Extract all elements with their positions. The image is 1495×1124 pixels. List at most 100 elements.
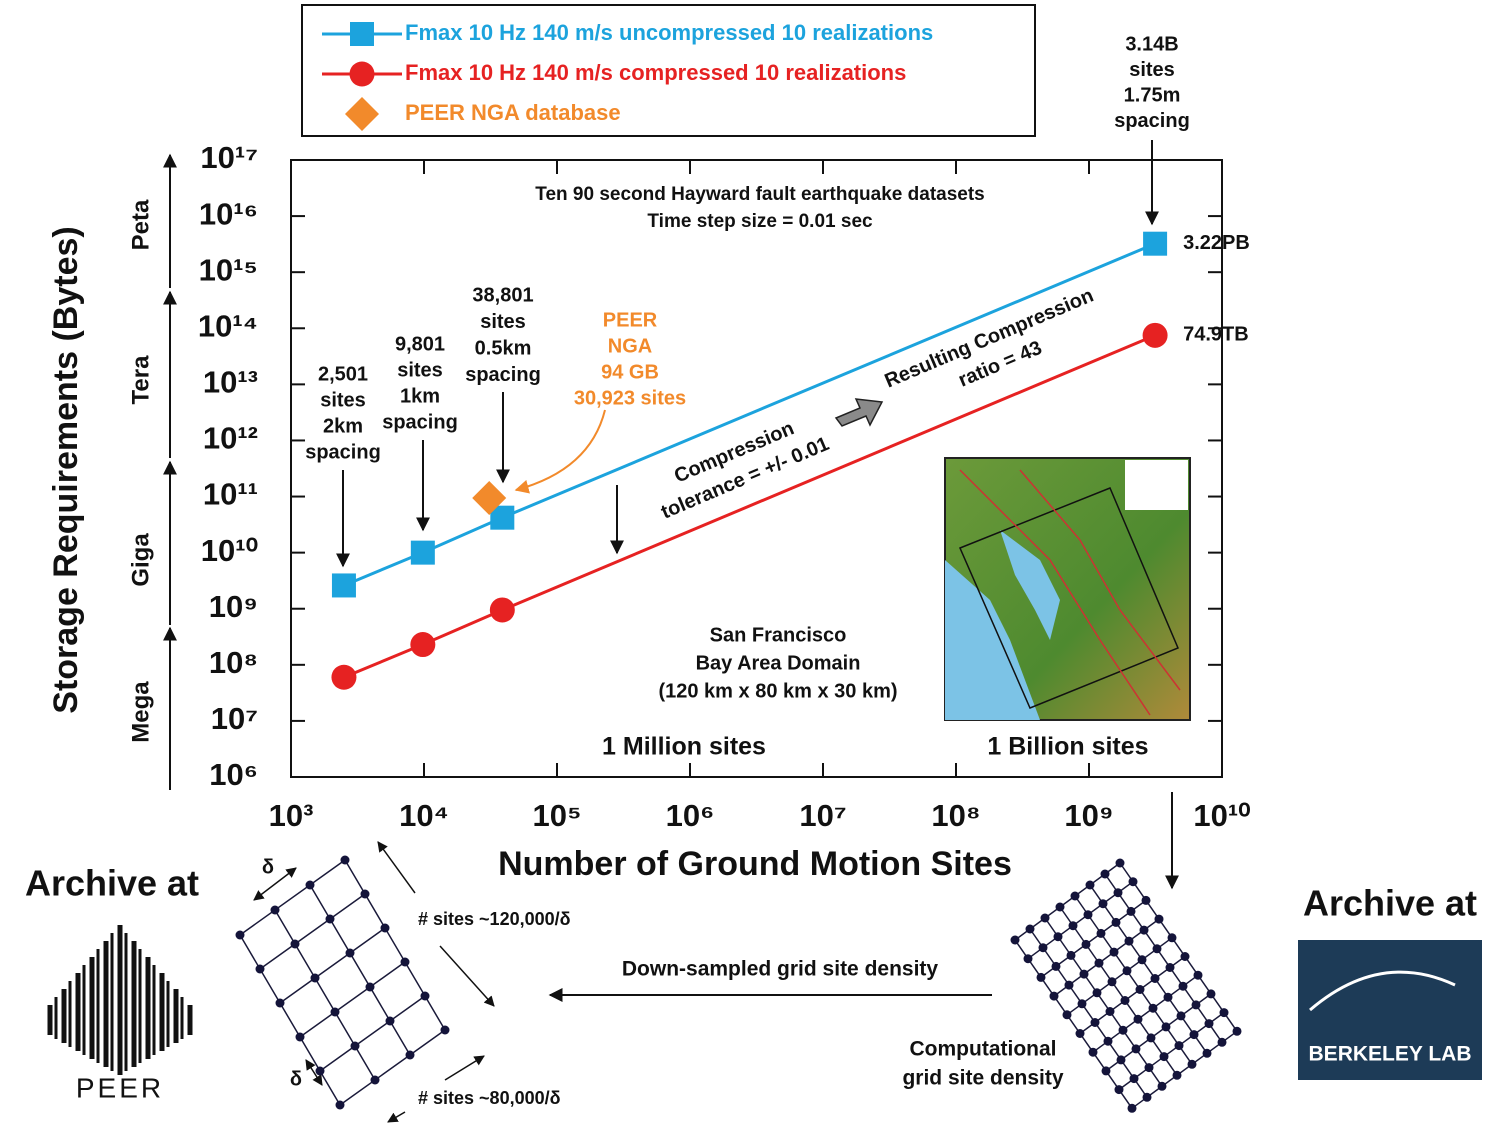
annotation-line: 9,801 bbox=[395, 333, 445, 355]
peer-bar bbox=[97, 949, 100, 1063]
grid-node bbox=[1128, 1104, 1137, 1113]
annotation-line: 0.5km bbox=[475, 337, 532, 359]
x-tick-label: 10⁴ bbox=[399, 798, 449, 833]
down-sampled-label: Down-sampled grid site density bbox=[622, 958, 939, 981]
grid-node bbox=[1190, 1030, 1199, 1039]
peer-bar bbox=[48, 1005, 53, 1035]
annotation-line: 1 Billion sites bbox=[987, 733, 1148, 761]
grid-node bbox=[1099, 899, 1108, 908]
grid-node bbox=[1117, 1055, 1126, 1064]
circle-marker bbox=[490, 597, 515, 622]
y-axis-title: Storage Requirements (Bytes) bbox=[47, 226, 85, 713]
y-tick-label: 10¹⁷ bbox=[200, 140, 258, 175]
annotation-line: Bay Area Domain bbox=[696, 652, 861, 674]
grid-node bbox=[1142, 896, 1151, 905]
annotation-line: spacing bbox=[382, 411, 458, 433]
grid-node bbox=[1026, 925, 1035, 934]
legend-marker bbox=[350, 62, 375, 87]
y-tick-label: 10¹³ bbox=[203, 365, 258, 400]
annotation: Resulting Compressionratio = 43 bbox=[882, 284, 1108, 418]
grid-edge bbox=[260, 894, 365, 969]
grid-node bbox=[326, 915, 335, 924]
grid-node bbox=[1095, 959, 1104, 968]
grid-node bbox=[1052, 962, 1061, 971]
y-tick-label: 10¹⁶ bbox=[199, 196, 258, 231]
grid-node bbox=[1069, 921, 1078, 930]
peer-bar bbox=[83, 965, 86, 1055]
sites-label: # sites ~80,000/δ bbox=[418, 1088, 561, 1108]
y-tick-label: 10¹⁰ bbox=[201, 533, 258, 568]
grid-node bbox=[1101, 870, 1110, 879]
grid-node bbox=[1147, 1033, 1156, 1042]
annotation-line: 1km bbox=[400, 385, 440, 407]
grid-node bbox=[1093, 988, 1102, 997]
peer-bar bbox=[146, 957, 151, 1059]
computational-label: grid site density bbox=[902, 1067, 1063, 1090]
grid-node bbox=[1143, 1093, 1152, 1102]
legend-label: Fmax 10 Hz 140 m/s uncompressed 10 reali… bbox=[405, 20, 933, 45]
grid-node bbox=[1177, 1011, 1186, 1020]
y-units: MegaGigaTeraPeta bbox=[127, 155, 170, 790]
grid-node bbox=[336, 1101, 345, 1110]
grid-node bbox=[1145, 1063, 1154, 1072]
y-unit-label: Giga bbox=[127, 533, 154, 587]
y-tick-label: 10¹⁵ bbox=[199, 252, 258, 287]
y-tick-label: 10¹¹ bbox=[203, 477, 258, 512]
grid-node bbox=[346, 949, 355, 958]
grid-node bbox=[1071, 892, 1080, 901]
grid-node bbox=[1078, 999, 1087, 1008]
y-tick-label: 10⁹ bbox=[209, 589, 258, 624]
delta-label: δ bbox=[262, 856, 274, 878]
peer-bar bbox=[90, 957, 95, 1059]
grid-node bbox=[1112, 918, 1121, 927]
grid-node bbox=[1130, 1074, 1139, 1083]
annotation-line: 30,923 sites bbox=[574, 387, 686, 409]
peer-bar bbox=[160, 973, 165, 1051]
grid-node bbox=[1054, 932, 1063, 941]
x-tick-label: 10⁷ bbox=[799, 798, 846, 833]
annotation-line: sites bbox=[1129, 59, 1175, 81]
annotation-line: sites bbox=[480, 311, 526, 333]
x-axis-title: Number of Ground Motion Sites bbox=[498, 845, 1012, 883]
grid-node bbox=[1132, 1044, 1141, 1053]
grid-node bbox=[1168, 933, 1177, 942]
annotation-line: (120 km x 80 km x 30 km) bbox=[658, 680, 897, 702]
peer-bar bbox=[62, 989, 67, 1043]
grid-edge bbox=[300, 962, 405, 1037]
grid-node bbox=[1067, 951, 1076, 960]
square-marker bbox=[1143, 232, 1167, 256]
grid-node bbox=[1091, 1018, 1100, 1027]
grid-node bbox=[1110, 948, 1119, 957]
grid-node bbox=[401, 958, 410, 967]
y-tick-label: 10¹² bbox=[203, 421, 258, 456]
grid-node bbox=[1115, 1085, 1124, 1094]
x-tick-label: 10³ bbox=[269, 798, 314, 833]
circle-marker bbox=[331, 665, 356, 690]
grid-node bbox=[1123, 966, 1132, 975]
peer-bar bbox=[118, 925, 123, 1075]
grid-node bbox=[1203, 1049, 1212, 1058]
grid-node bbox=[386, 1017, 395, 1026]
x-tick-label: 10¹⁰ bbox=[1193, 798, 1250, 833]
grid-node bbox=[1151, 974, 1160, 983]
grid-node bbox=[306, 881, 315, 890]
site-grids bbox=[236, 856, 1242, 1113]
peer-logo-text: PEER bbox=[76, 1072, 164, 1103]
grid-node bbox=[1097, 929, 1106, 938]
annotation: 38,801sites0.5kmspacing bbox=[465, 284, 541, 386]
x-tick-label: 10⁹ bbox=[1064, 798, 1113, 833]
grid-node bbox=[366, 983, 375, 992]
grid-edge bbox=[1075, 896, 1192, 1064]
grid-node bbox=[1121, 996, 1130, 1005]
grid-node bbox=[1108, 977, 1117, 986]
grid-node bbox=[276, 999, 285, 1008]
annotation: 9,801sites1kmspacing bbox=[382, 333, 458, 433]
y-unit-label: Peta bbox=[127, 199, 154, 250]
annotation: 3.14Bsites1.75mspacing bbox=[1114, 33, 1190, 132]
peer-logo bbox=[48, 925, 193, 1075]
grid-edge bbox=[1045, 918, 1162, 1086]
peer-bar bbox=[55, 997, 58, 1039]
grid-node bbox=[1116, 859, 1125, 868]
